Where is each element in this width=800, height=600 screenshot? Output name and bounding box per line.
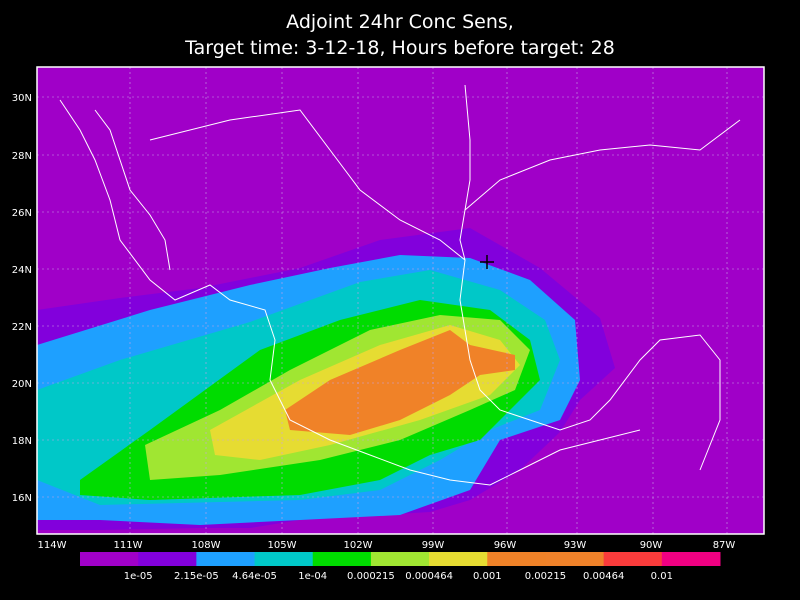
colorbar-label: 2.15e-05 <box>174 571 219 582</box>
lat-label: 18N <box>12 436 32 447</box>
lon-label: 111W <box>114 540 143 551</box>
lat-label: 30N <box>12 93 32 104</box>
colorbar-swatch <box>545 552 605 566</box>
coastline-pacific <box>59 99 641 486</box>
grid-lines <box>37 67 764 534</box>
lat-label: 20N <box>12 379 32 390</box>
map-area <box>36 66 765 535</box>
colorbar-label: 0.00464 <box>583 571 624 582</box>
colorbar-swatch <box>487 552 546 566</box>
map-frame <box>36 66 765 535</box>
lat-label: 24N <box>12 265 32 276</box>
colorbar-label: 1e-04 <box>298 571 327 582</box>
colorbar-swatch <box>254 552 314 566</box>
colorbar-swatch <box>138 552 197 566</box>
colorbar-swatch <box>196 552 256 566</box>
coastline-us-gulf <box>464 119 741 211</box>
coastline-gulf <box>459 84 721 471</box>
colorbar-swatch <box>370 552 430 566</box>
title-line-1: Adjoint 24hr Conc Sens, <box>286 11 514 33</box>
coastline-baja <box>94 109 171 271</box>
lon-label: 96W <box>494 540 517 551</box>
lon-label: 99W <box>422 540 445 551</box>
colorbar-swatch <box>312 552 372 566</box>
lat-label: 26N <box>12 208 32 219</box>
colorbar-swatch <box>429 552 488 566</box>
coastlines <box>59 84 741 486</box>
lon-label: 93W <box>564 540 587 551</box>
border-us-mexico <box>149 109 466 261</box>
title-line-2: Target time: 3-12-18, Hours before targe… <box>184 37 615 59</box>
lat-label: 28N <box>12 151 32 162</box>
colorbar-swatch <box>603 552 663 566</box>
colorbar-swatch <box>80 552 139 566</box>
colorbar-label: 4.64e-05 <box>232 571 277 582</box>
colorbar-label: 0.01 <box>651 571 673 582</box>
lon-label: 87W <box>713 540 736 551</box>
colorbar-label: 0.000215 <box>347 571 395 582</box>
contour-level-7 <box>285 330 515 435</box>
crosshair-marker <box>480 255 494 269</box>
lon-label: 102W <box>344 540 373 551</box>
colorbar-label: 0.001 <box>473 571 502 582</box>
colorbar-swatch <box>661 552 721 566</box>
lon-label: 114W <box>38 540 67 551</box>
colorbar-label: 0.00215 <box>525 571 566 582</box>
lat-label: 22N <box>12 322 32 333</box>
lon-label: 105W <box>268 540 297 551</box>
lon-label: 108W <box>192 540 221 551</box>
colorbar-label: 0.000464 <box>405 571 453 582</box>
lon-label: 90W <box>640 540 663 551</box>
colorbar-label: 1e-05 <box>124 571 153 582</box>
lat-label: 16N <box>12 493 32 504</box>
